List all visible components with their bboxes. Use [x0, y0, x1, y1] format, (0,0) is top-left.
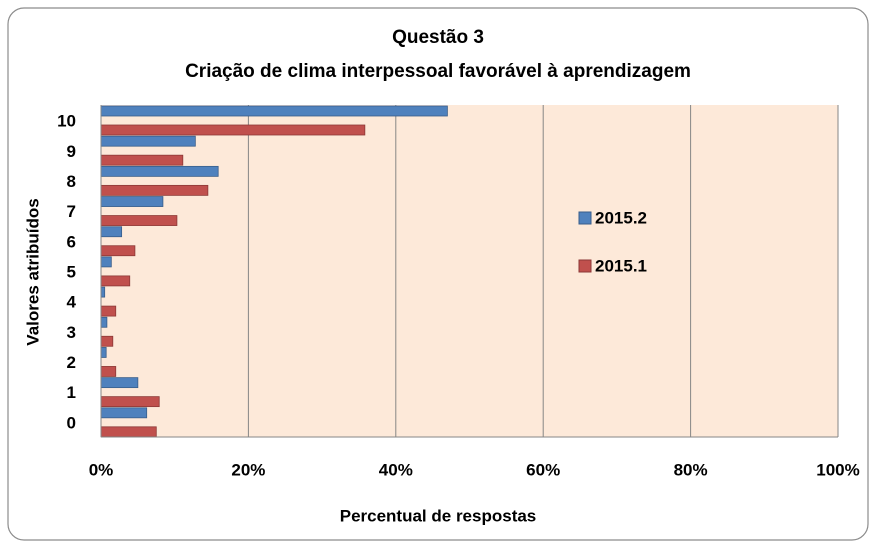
bar: [100, 135, 196, 147]
y-axis-label: Valores atribuídos: [23, 198, 42, 345]
legend-label: 2015.1: [595, 256, 647, 275]
x-tick-label: 80%: [674, 460, 708, 479]
x-tick-label: 40%: [379, 460, 413, 479]
bar: [100, 154, 184, 166]
legend-label: 2015.2: [595, 208, 647, 227]
y-tick-label: 1: [67, 383, 76, 402]
plot-area: [101, 105, 838, 437]
bar: [100, 407, 148, 419]
x-tick-label: 100%: [816, 460, 859, 479]
bar: [100, 105, 448, 117]
bar: [100, 226, 123, 238]
bar: [100, 124, 366, 136]
bar: [100, 245, 136, 257]
bar: [100, 215, 178, 226]
bar: [100, 275, 131, 287]
legend-swatch: [578, 259, 592, 273]
bar: [100, 184, 209, 196]
y-tick-label: 9: [67, 142, 76, 161]
legend-swatch: [578, 211, 592, 225]
bar: [100, 286, 106, 298]
x-axis-label: Percentual de respostas: [340, 506, 537, 525]
y-tick-label: 10: [57, 112, 76, 131]
bar: [100, 426, 157, 438]
x-tick-label: 60%: [526, 460, 560, 479]
y-tick-label: 7: [67, 202, 76, 221]
y-tick-label: 2: [67, 353, 76, 372]
bar: [100, 316, 108, 328]
x-tick-label: 20%: [231, 460, 265, 479]
chart-title: Questão 3: [392, 27, 484, 48]
y-tick-label: 6: [67, 232, 76, 251]
bar: [100, 377, 139, 389]
bar: [100, 256, 112, 268]
bar: [100, 196, 164, 207]
bar: [100, 305, 117, 317]
y-tick-label: 3: [67, 323, 76, 342]
bar: [100, 347, 107, 358]
x-tick-label: 0%: [89, 460, 114, 479]
chart-subtitle: Criação de clima interpessoal favorável …: [185, 61, 691, 82]
y-tick-label: 8: [67, 172, 76, 191]
y-tick-label: 0: [67, 413, 76, 432]
y-tick-label: 4: [67, 293, 77, 312]
bar: [100, 165, 219, 177]
bar: [100, 335, 114, 347]
bar: [100, 366, 117, 377]
y-tick-label: 5: [67, 262, 76, 281]
bar: [100, 396, 160, 408]
